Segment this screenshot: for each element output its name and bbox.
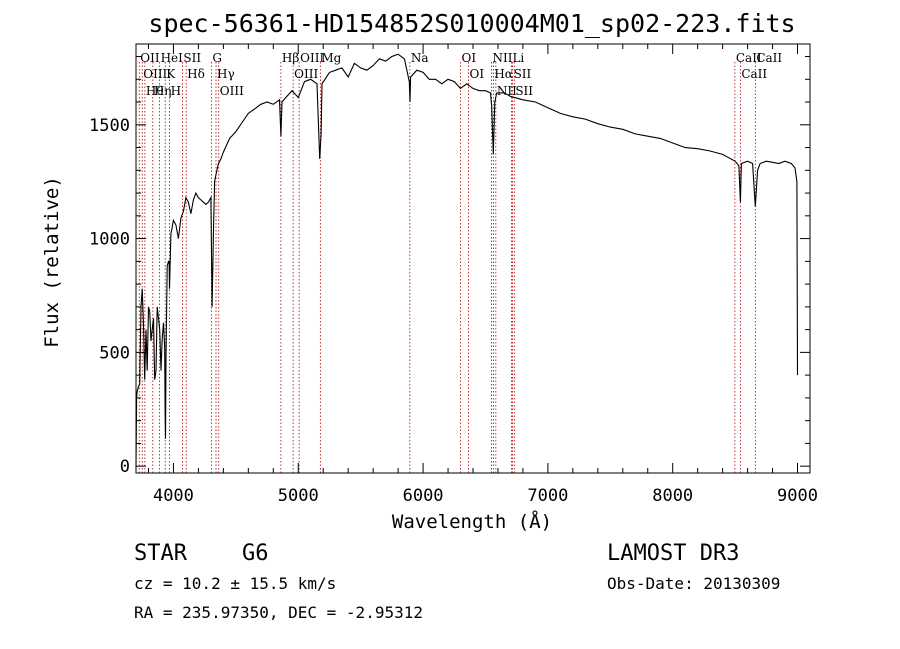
y-tick-label: 500 <box>99 343 130 363</box>
line-annotation: CaII <box>756 51 782 65</box>
redshift-cz: cz = 10.2 ± 15.5 km/s <box>134 574 336 593</box>
line-annotation: SII <box>183 51 201 65</box>
line-annotation: HeI <box>161 51 184 65</box>
line-annotation: OI <box>470 67 485 81</box>
x-tick-label: 8000 <box>652 486 693 506</box>
line-annotation: OIII <box>143 67 167 81</box>
y-axis-label: Flux (relative) <box>41 176 63 348</box>
line-annotation: Hβ <box>282 51 299 65</box>
x-tick-label: 7000 <box>527 486 568 506</box>
line-annotation: OI <box>462 51 477 65</box>
y-tick-label: 1000 <box>89 230 130 250</box>
plot-frame <box>135 43 811 474</box>
object-class: STAR <box>134 541 188 566</box>
line-annotation: NII <box>497 84 517 98</box>
line-annotation: Hγ <box>217 67 235 81</box>
line-annotation: OII <box>140 51 160 65</box>
y-tick-label: 0 <box>120 457 130 477</box>
line-annotation: H <box>171 84 181 98</box>
x-tick-label: 9000 <box>777 486 818 506</box>
line-annotation: SII <box>514 67 532 81</box>
line-annotation: Hα <box>494 67 513 81</box>
line-annotation: Na <box>411 51 429 65</box>
line-annotation: OIII <box>300 51 324 65</box>
line-annotation: OIII <box>220 84 244 98</box>
object-subclass: G6 <box>242 541 269 566</box>
line-annotation: K <box>166 67 176 81</box>
line-annotation: CaII <box>736 51 762 65</box>
observation-date: Obs-Date: 20130309 <box>607 574 780 593</box>
line-markers <box>138 62 756 473</box>
spectrum-line <box>135 53 799 467</box>
x-tick-label: 4000 <box>153 486 194 506</box>
chart-title: spec-56361-HD154852S010004M01_sp02-223.f… <box>148 9 795 38</box>
line-annotation: SII <box>515 84 533 98</box>
line-annotations: OIIOIIIHθHηHeIKHSIIHδGHγOIIIHβOIIIOIIIMg… <box>140 51 782 98</box>
x-tick-label: 5000 <box>278 486 319 506</box>
line-annotation: CaII <box>741 67 767 81</box>
line-annotation: Hθ <box>146 84 164 98</box>
line-annotation: Hη <box>154 84 172 98</box>
line-annotation: Hδ <box>187 67 205 81</box>
line-annotation: Li <box>512 51 524 65</box>
ra-dec: RA = 235.97350, DEC = -2.95312 <box>134 603 423 622</box>
x-axis-label: Wavelength (Å) <box>392 510 552 533</box>
x-axis-ticks: 4000 5000 6000 7000 8000 9000 <box>147 44 818 506</box>
line-annotation: Mg <box>321 51 341 65</box>
line-annotation: OIII <box>294 67 318 81</box>
y-tick-label: 1500 <box>89 116 130 136</box>
y-axis-ticks: 0 500 1000 1500 <box>89 56 810 477</box>
line-annotation: NII <box>492 51 512 65</box>
survey-name: LAMOST DR3 <box>607 541 739 566</box>
line-annotation: G <box>212 51 222 65</box>
x-tick-label: 6000 <box>403 486 444 506</box>
